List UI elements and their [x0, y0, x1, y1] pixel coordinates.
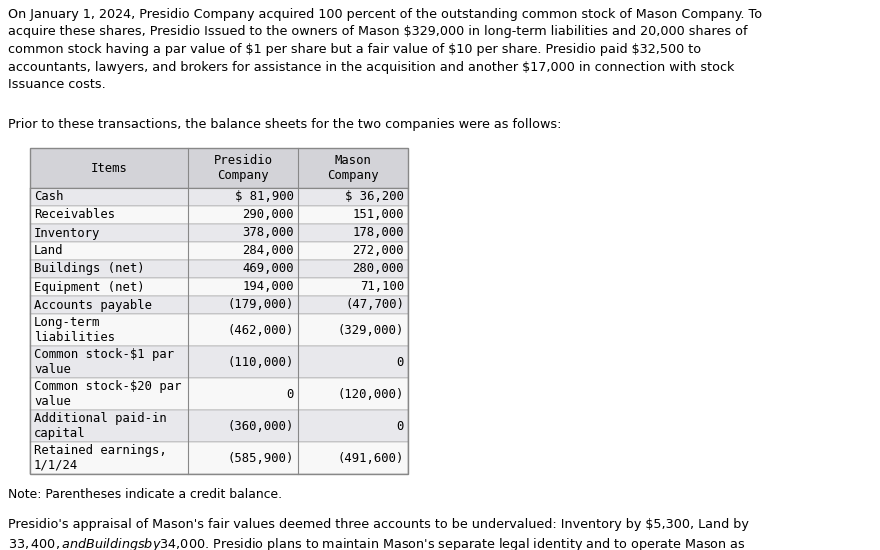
Text: Common stock-$1 par
value: Common stock-$1 par value: [34, 348, 174, 376]
Text: 151,000: 151,000: [352, 208, 404, 222]
Text: (179,000): (179,000): [228, 299, 294, 311]
Text: Equipment (net): Equipment (net): [34, 280, 144, 294]
Text: Accounts payable: Accounts payable: [34, 299, 152, 311]
Text: (47,700): (47,700): [345, 299, 404, 311]
Text: (462,000): (462,000): [228, 323, 294, 337]
Text: 290,000: 290,000: [242, 208, 294, 222]
Text: (491,600): (491,600): [338, 452, 404, 465]
Text: Long-term
liabilities: Long-term liabilities: [34, 316, 115, 344]
Text: 0: 0: [397, 355, 404, 368]
Text: 469,000: 469,000: [242, 262, 294, 276]
Text: Cash: Cash: [34, 190, 63, 204]
Text: Retained earnings,
1/1/24: Retained earnings, 1/1/24: [34, 444, 166, 472]
Text: 272,000: 272,000: [352, 245, 404, 257]
Text: (110,000): (110,000): [228, 355, 294, 368]
Text: Items: Items: [91, 162, 128, 174]
Text: 280,000: 280,000: [352, 262, 404, 276]
Text: Presidio's appraisal of Mason's fair values deemed three accounts to be underval: Presidio's appraisal of Mason's fair val…: [8, 518, 749, 550]
Text: 378,000: 378,000: [242, 227, 294, 239]
Text: Buildings (net): Buildings (net): [34, 262, 144, 276]
Text: Mason
Company: Mason Company: [327, 154, 378, 182]
Text: Additional paid-in
capital: Additional paid-in capital: [34, 412, 166, 440]
Text: Receivables: Receivables: [34, 208, 115, 222]
Text: $ 36,200: $ 36,200: [345, 190, 404, 204]
Text: 284,000: 284,000: [242, 245, 294, 257]
Text: Land: Land: [34, 245, 63, 257]
Text: 71,100: 71,100: [360, 280, 404, 294]
Text: 178,000: 178,000: [352, 227, 404, 239]
Text: 0: 0: [287, 388, 294, 400]
Text: On January 1, 2024, Presidio Company acquired 100 percent of the outstanding com: On January 1, 2024, Presidio Company acq…: [8, 8, 762, 91]
Text: (360,000): (360,000): [228, 420, 294, 432]
Text: 0: 0: [397, 420, 404, 432]
Text: Prior to these transactions, the balance sheets for the two companies were as fo: Prior to these transactions, the balance…: [8, 118, 561, 131]
Text: Presidio
Company: Presidio Company: [214, 154, 273, 182]
Text: Inventory: Inventory: [34, 227, 100, 239]
Text: (120,000): (120,000): [338, 388, 404, 400]
Text: (585,900): (585,900): [228, 452, 294, 465]
Text: Common stock-$20 par
value: Common stock-$20 par value: [34, 380, 181, 408]
Text: 194,000: 194,000: [242, 280, 294, 294]
Text: (329,000): (329,000): [338, 323, 404, 337]
Text: Note: Parentheses indicate a credit balance.: Note: Parentheses indicate a credit bala…: [8, 488, 282, 501]
Text: $ 81,900: $ 81,900: [235, 190, 294, 204]
